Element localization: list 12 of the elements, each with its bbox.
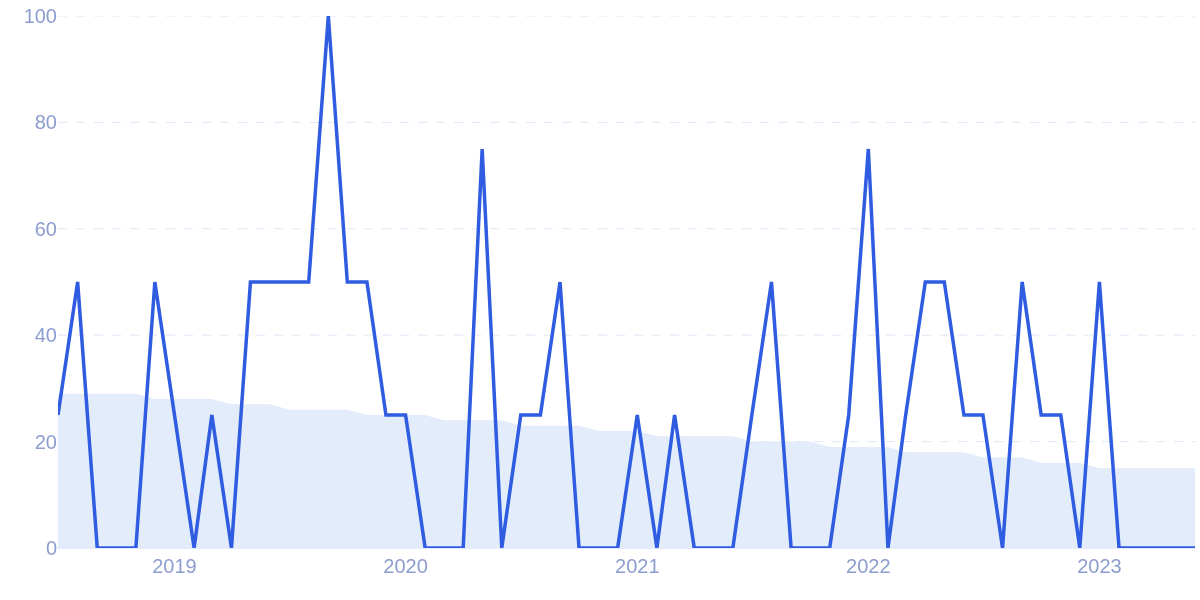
y-tick-label: 40 <box>34 324 57 347</box>
x-tick-label: 2022 <box>846 555 891 577</box>
x-tick-label: 2021 <box>615 555 660 577</box>
y-tick-label: 20 <box>34 430 57 453</box>
y-tick-label: 80 <box>34 111 57 134</box>
x-tick-label: 2023 <box>1077 555 1122 577</box>
y-tick-label: 0 <box>45 537 57 559</box>
x-tick-label: 2019 <box>152 555 197 577</box>
y-tick-label: 100 <box>23 5 57 27</box>
x-tick-label: 2020 <box>383 555 428 577</box>
y-tick-label: 60 <box>34 217 57 240</box>
line-series <box>58 16 1195 548</box>
